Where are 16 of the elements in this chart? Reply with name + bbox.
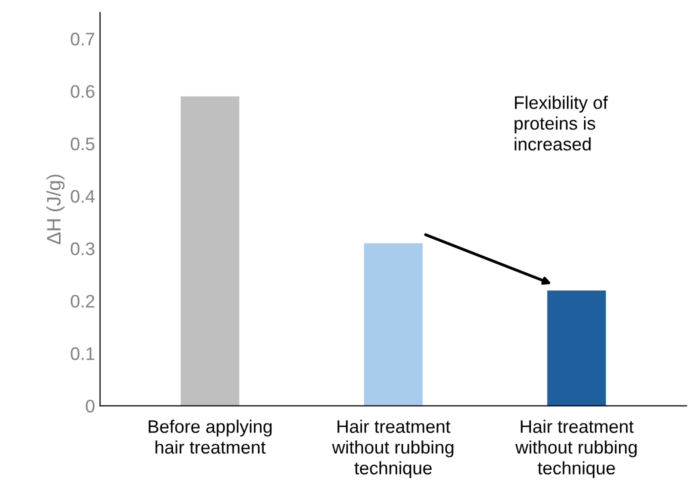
- y-tick-label: 0.6: [70, 85, 94, 98]
- y-tick-label: 0.3: [70, 242, 94, 256]
- y-tick-label: 0: [86, 400, 94, 413]
- bar: [180, 96, 240, 406]
- y-tick-label: 0.5: [70, 138, 94, 150]
- bar: [364, 243, 423, 406]
- annotation: Flexibility of proteins is increased: [514, 96, 608, 151]
- bar: [547, 290, 606, 406]
- x-tick-label: Before applying hair treatment: [148, 420, 272, 454]
- y-tick-label: 0.1: [70, 347, 94, 360]
- y-tick-label: 0.4: [70, 190, 95, 203]
- y-tick-label: 0.7: [70, 32, 94, 46]
- y-tick-label: 0.2: [70, 294, 94, 308]
- x-tick-label: Hair treatment without rubbing technique: [515, 420, 637, 478]
- x-tick-label: Hair treatment without rubbing technique: [332, 420, 454, 478]
- y-axis-title: ΔH (J/g): [46, 174, 65, 244]
